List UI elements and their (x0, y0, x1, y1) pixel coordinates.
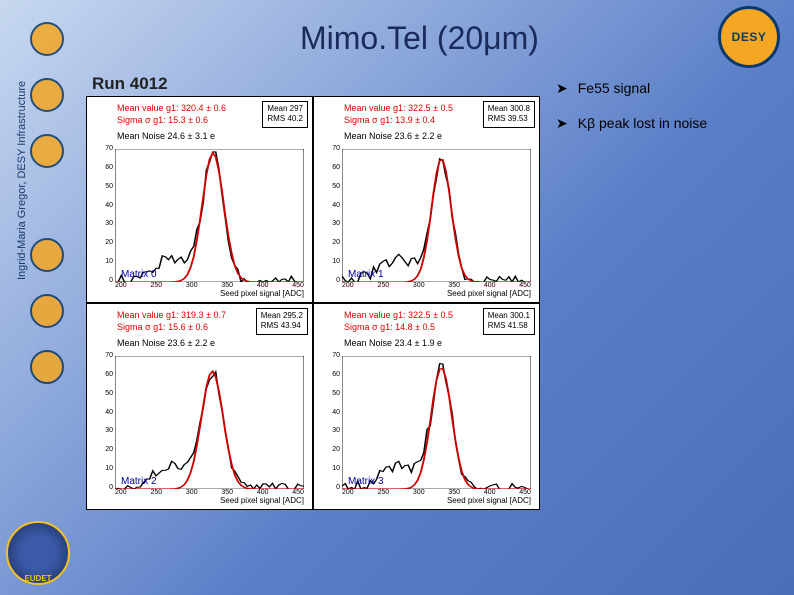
desy-icon (30, 294, 64, 328)
y-axis-ticks: 706050403020100 (318, 352, 340, 491)
histogram-plot: Mean value g1: 322.5 ± 0.5 Sigma σ g1: 14… (313, 303, 540, 510)
stat-box: Mean 297RMS 40.2 (262, 101, 308, 128)
plot-area (115, 356, 304, 489)
x-axis-title: Seed pixel signal [ADC] (220, 496, 304, 505)
histogram-plot: Mean value g1: 319.3 ± 0.7 Sigma σ g1: 15… (86, 303, 313, 510)
desy-icon (30, 238, 64, 272)
sigma-label: Sigma σ g1: 13.9 ± 0.4 (344, 115, 435, 125)
plot-area (342, 356, 531, 489)
mean-noise-label: Mean Noise 23.6 ± 2.2 e (117, 338, 215, 348)
plot-area (115, 149, 304, 282)
author-credit: Ingrid-Maria Gregor, DESY Infrastructure (16, 81, 28, 280)
list-item: ➤ Kβ peak lost in noise (556, 115, 782, 132)
mean-value-label: Mean value g1: 320.4 ± 0.6 (117, 103, 226, 113)
bullet-text: Kβ peak lost in noise (578, 115, 707, 132)
mean-noise-label: Mean Noise 23.6 ± 2.2 e (344, 131, 442, 141)
bullet-icon: ➤ (556, 115, 568, 132)
list-item: ➤ Fe55 signal (556, 80, 782, 97)
mean-value-label: Mean value g1: 322.5 ± 0.5 (344, 310, 453, 320)
sigma-label: Sigma σ g1: 14.8 ± 0.5 (344, 322, 435, 332)
desy-icon (30, 22, 64, 56)
sigma-label: Sigma σ g1: 15.6 ± 0.6 (117, 322, 208, 332)
histogram-plot: Mean value g1: 320.4 ± 0.6 Sigma σ g1: 15… (86, 96, 313, 303)
eudet-logo: EUDET (6, 521, 70, 585)
matrix-label: Matrix 3 (348, 476, 384, 487)
run-label: Run 4012 (92, 74, 168, 94)
matrix-label: Matrix 0 (121, 269, 157, 280)
bullet-icon: ➤ (556, 80, 568, 97)
histogram-plot: Mean value g1: 322.5 ± 0.5 Sigma σ g1: 13… (313, 96, 540, 303)
desy-icon (30, 134, 64, 168)
desy-logo: DESY (718, 6, 780, 68)
plot-grid: Mean value g1: 320.4 ± 0.6 Sigma σ g1: 15… (86, 96, 540, 510)
y-axis-ticks: 706050403020100 (91, 352, 113, 491)
matrix-label: Matrix 2 (121, 476, 157, 487)
x-axis-title: Seed pixel signal [ADC] (447, 289, 531, 298)
left-logo-strip (30, 0, 66, 384)
mean-value-label: Mean value g1: 322.5 ± 0.5 (344, 103, 453, 113)
x-axis-title: Seed pixel signal [ADC] (447, 496, 531, 505)
sigma-label: Sigma σ g1: 15.3 ± 0.6 (117, 115, 208, 125)
bullet-list: ➤ Fe55 signal ➤ Kβ peak lost in noise (556, 80, 782, 150)
stat-box: Mean 300.8RMS 39.53 (483, 101, 535, 128)
y-axis-ticks: 706050403020100 (91, 145, 113, 284)
desy-icon (30, 350, 64, 384)
mean-value-label: Mean value g1: 319.3 ± 0.7 (117, 310, 226, 320)
stat-box: Mean 295.2RMS 43.94 (256, 308, 308, 335)
y-axis-ticks: 706050403020100 (318, 145, 340, 284)
bullet-text: Fe55 signal (578, 80, 650, 97)
mean-noise-label: Mean Noise 24.6 ± 3.1 e (117, 131, 215, 141)
mean-noise-label: Mean Noise 23.4 ± 1.9 e (344, 338, 442, 348)
desy-icon (30, 78, 64, 112)
stat-box: Mean 300.1RMS 41.58 (483, 308, 535, 335)
page-title: Mimo.Tel (20μm) (300, 20, 539, 57)
plot-area (342, 149, 531, 282)
x-axis-title: Seed pixel signal [ADC] (220, 289, 304, 298)
matrix-label: Matrix 1 (348, 269, 384, 280)
